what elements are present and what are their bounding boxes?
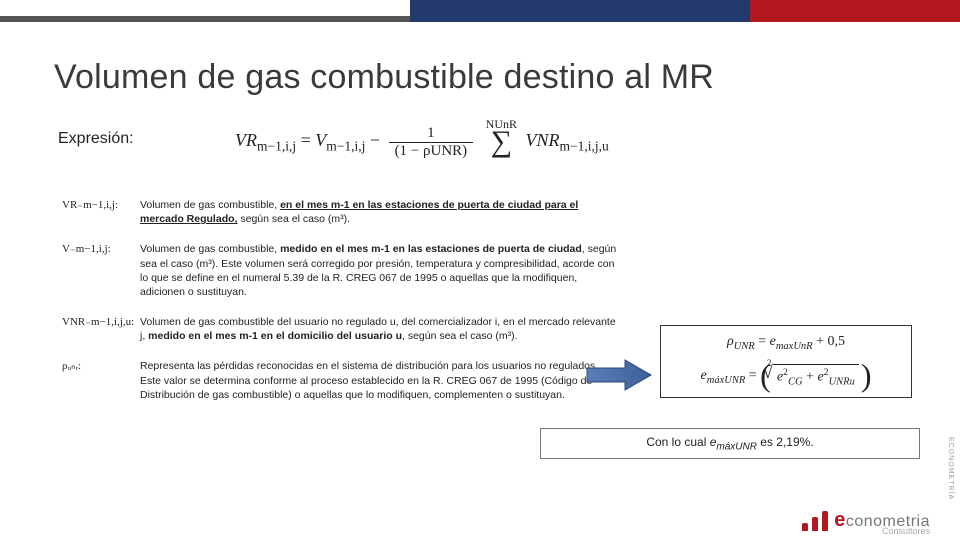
definition-symbol: VNR₋m−1,i,j,u: (62, 315, 140, 343)
formula-rhs-term: VNRm−1,i,j,u (526, 130, 609, 150)
definition-text: Representa las pérdidas reconocidas en e… (140, 359, 620, 402)
formula-fraction: 1 (1 − ρUNR) (389, 125, 474, 160)
header-bar (0, 0, 960, 22)
definition-row: VNR₋m−1,i,j,u: Volumen de gas combustibl… (62, 315, 620, 343)
sub-formula-line2: emáxUNR = ( 2 √ e2CG + e2UNRu ) (667, 364, 905, 387)
brand-bars-icon (802, 511, 828, 531)
formula-summation: NUnR ∑ (486, 118, 517, 166)
vertical-brand-label: ECONOMETRÍA (947, 437, 954, 500)
sigma-icon: ∑ (486, 130, 517, 154)
formula-lhs: VRm−1,i,j = Vm−1,i,j − (235, 130, 385, 150)
definition-symbol: V₋m−1,i,j: (62, 242, 140, 299)
result-callout: Con lo cual emáxUNR es 2,19%. (540, 428, 920, 459)
definition-row: VR₋m−1,i,j: Volumen de gas combustible, … (62, 198, 620, 226)
arrow-icon (585, 358, 655, 392)
definition-row: ρᵤₙᵣ: Representa las pérdidas reconocida… (62, 359, 620, 402)
definition-symbol: VR₋m−1,i,j: (62, 198, 140, 226)
brand-subtext: Consultores (882, 526, 930, 536)
definition-symbol: ρᵤₙᵣ: (62, 359, 140, 402)
header-segment-red (750, 0, 960, 22)
definition-text: Volumen de gas combustible del usuario n… (140, 315, 620, 343)
expression-label: Expresión: (58, 130, 134, 148)
sub-formula-box: ρUNR = emaxUnR + 0,5 emáxUNR = ( 2 √ e2C… (660, 325, 912, 398)
brand-logo: econometria Consultores (802, 509, 930, 532)
definition-row: V₋m−1,i,j: Volumen de gas combustible, m… (62, 242, 620, 299)
header-segment-grey (0, 16, 410, 22)
fraction-numerator: 1 (389, 125, 474, 143)
definition-text: Volumen de gas combustible, medido en el… (140, 242, 620, 299)
header-segment-navy (410, 0, 750, 22)
fraction-denominator: (1 − ρUNR) (389, 143, 474, 160)
slide-root: Volumen de gas combustible destino al MR… (0, 0, 960, 540)
definitions-block: VR₋m−1,i,j: Volumen de gas combustible, … (62, 198, 620, 418)
main-formula: VRm−1,i,j = Vm−1,i,j − 1 (1 − ρUNR) NUnR… (235, 118, 609, 166)
definition-text: Volumen de gas combustible, en el mes m-… (140, 198, 620, 226)
sub-formula-line1: ρUNR = emaxUnR + 0,5 (667, 334, 905, 352)
slide-title: Volumen de gas combustible destino al MR (54, 58, 714, 97)
